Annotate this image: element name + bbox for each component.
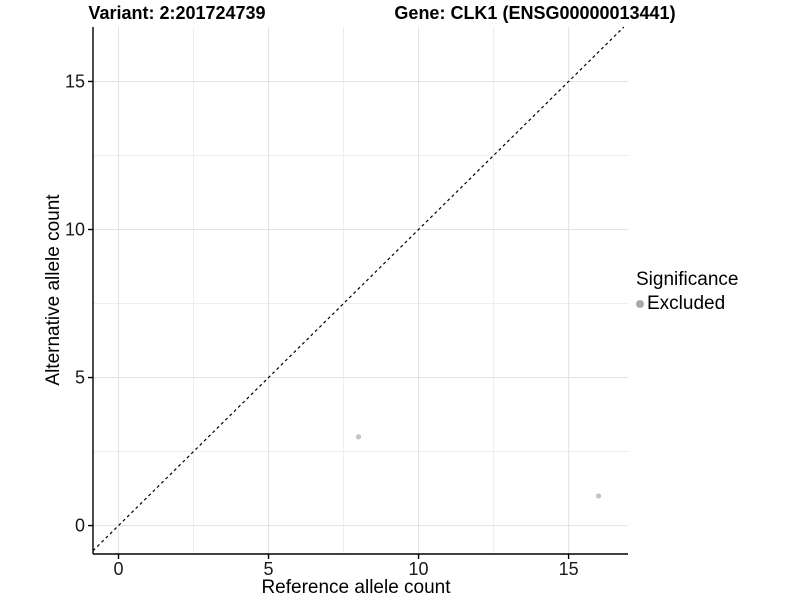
legend-entry-label: Excluded [647, 292, 726, 314]
legend-title: Significance [636, 269, 739, 290]
variant-title: Variant: 2:201724739 [88, 3, 266, 23]
excluded-marker-icon [636, 299, 644, 308]
y-axis-title: Alternative allele count [43, 194, 64, 386]
x-tick-label: 0 [113, 559, 123, 579]
y-tick-label: 10 [65, 220, 85, 240]
x-axis-title: Reference allele count [261, 577, 451, 598]
data-point [595, 493, 602, 499]
y-tick-label: 15 [65, 71, 85, 91]
identity-dashed-line [92, 26, 625, 552]
data-point [355, 434, 362, 440]
legend: Significance Excluded [636, 269, 738, 315]
y-tick-label: 5 [75, 368, 85, 388]
x-tick-label: 10 [409, 559, 429, 579]
x-tick-label: 15 [559, 559, 579, 579]
x-tick-label: 5 [264, 559, 274, 579]
gene-title: Gene: CLK1 (ENSG00000013441) [394, 3, 676, 23]
y-tick-label: 0 [75, 516, 85, 536]
legend-entry-excluded: Excluded [636, 293, 738, 315]
